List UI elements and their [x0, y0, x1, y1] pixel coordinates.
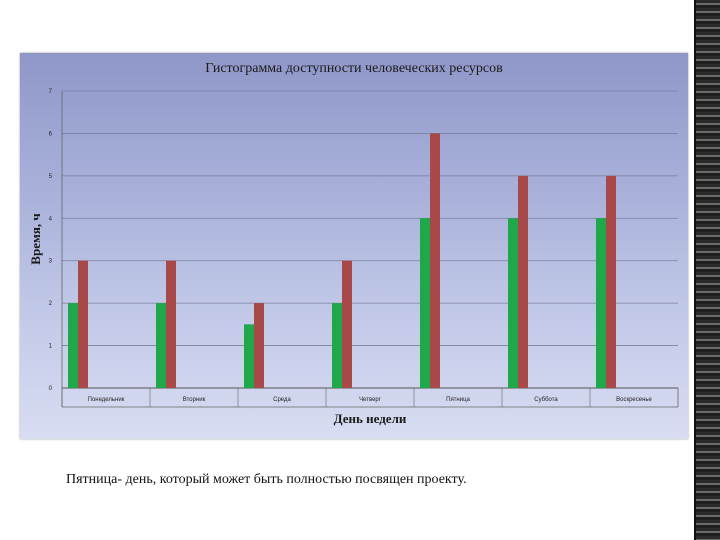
bar-series2-5: [518, 175, 528, 388]
bar-series1-0: [68, 303, 78, 388]
y-tick-label-0: 0: [49, 386, 53, 392]
bar-series1-4: [420, 218, 430, 388]
bar-series1-1: [156, 303, 166, 388]
y-tick-label-7: 7: [49, 89, 53, 95]
bar-series2-0: [78, 260, 88, 388]
y-tick-label-2: 2: [49, 301, 53, 307]
bar-series2-3: [342, 260, 352, 388]
x-tick-label-3: Четверг: [359, 397, 382, 403]
y-axis-title: Время, ч: [28, 213, 43, 264]
bar-series1-5: [508, 218, 518, 388]
chart-panel: Гистограмма доступности человеческих рес…: [20, 53, 688, 439]
slide-caption: Пятница- день, который может быть полнос…: [66, 472, 467, 487]
bar-series2-6: [606, 175, 616, 388]
x-tick-label-5: Суббота: [534, 397, 558, 403]
chart-title: Гистограмма доступности человеческих рес…: [205, 61, 503, 76]
x-tick-label-4: Пятница: [446, 397, 470, 403]
bar-series2-2: [254, 303, 264, 388]
bar-series1-2: [244, 324, 254, 388]
x-tick-label-0: Понедельник: [88, 397, 125, 403]
y-tick-label-6: 6: [49, 131, 53, 137]
y-tick-label-5: 5: [49, 174, 53, 180]
y-tick-label-4: 4: [49, 216, 53, 222]
bar-series2-1: [166, 260, 176, 388]
x-tick-label-1: Вторник: [183, 397, 206, 403]
histogram-chart: 0 1 2 3 4 5 6 7 Понедельник Вторник Среда Четверг Пя…: [28, 89, 679, 426]
y-tick-label-1: 1: [49, 344, 53, 350]
bar-series1-6: [596, 218, 606, 388]
y-tick-label-3: 3: [49, 259, 53, 265]
bar-series1-3: [332, 303, 342, 388]
bar-series2-4: [430, 133, 440, 388]
x-axis-title: День недели: [334, 411, 407, 426]
x-tick-label-6: Воскресенье: [616, 397, 652, 403]
x-tick-label-2: Среда: [273, 397, 291, 403]
slide-edge-decoration: [694, 0, 720, 540]
